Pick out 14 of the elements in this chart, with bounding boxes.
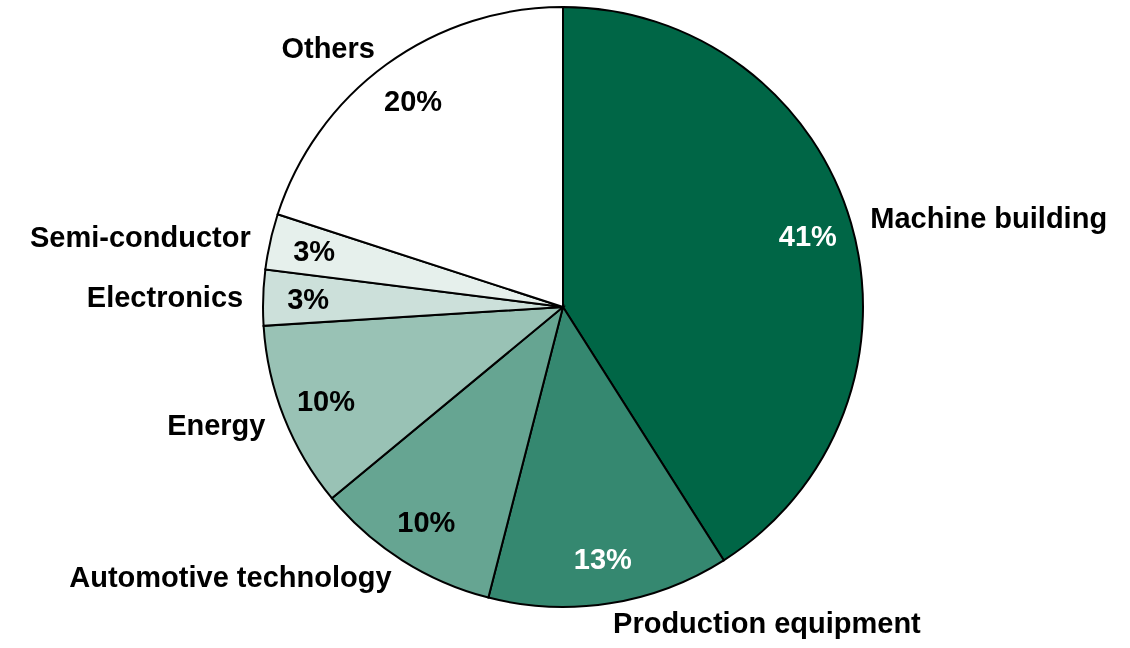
data-label: 10% [296,384,356,417]
slice-label: Energy [167,408,266,441]
slice-label: Others [281,32,375,65]
data-label: 3% [293,235,336,268]
data-label: 3% [287,282,330,315]
data-label: 10% [397,506,456,539]
slice-label: Machine building [870,201,1108,234]
slice-label: Semi-conductor [29,221,251,254]
data-label: 41% [778,219,838,252]
data-label: 13% [573,542,633,575]
slice-label: Electronics [86,280,244,313]
slice-label: Automotive technology [69,561,392,594]
slice-label: Production equipment [613,607,922,640]
data-label: 20% [384,84,443,117]
